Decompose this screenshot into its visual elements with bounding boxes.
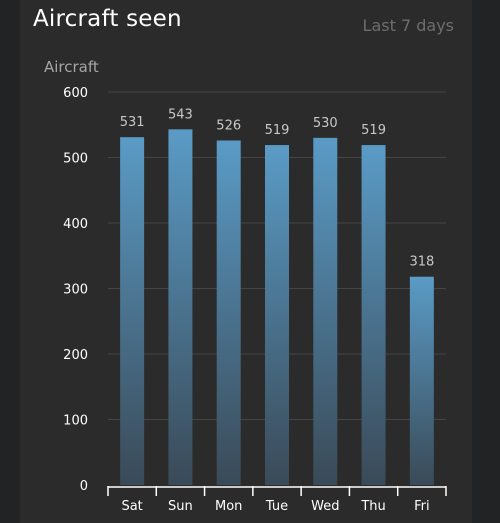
chart-card [20,0,472,523]
x-tick-label: Fri [414,499,430,514]
data-label: 526 [216,118,241,133]
y-axis-label: Aircraft [44,58,99,76]
x-axis-ticks: Sat Sun Mon Tue Wed Thu Fri [121,499,429,514]
y-tick-label: 0 [80,479,88,494]
data-label: 543 [168,107,193,122]
bar-thu[interactable] [361,145,386,485]
bar-mon[interactable] [216,140,241,485]
time-range-label[interactable]: Last 7 days [362,16,454,35]
x-tick-label: Tue [265,499,288,514]
bar-sun[interactable] [168,129,193,485]
data-label: 318 [409,255,434,270]
y-tick-label: 500 [63,152,88,167]
y-tick-label: 300 [63,283,88,298]
bar-fri[interactable] [409,276,434,485]
x-tick-label: Mon [215,499,242,514]
y-tick-label: 200 [63,348,88,363]
x-axis [107,486,447,496]
bar-sat[interactable] [120,137,145,485]
data-label: 531 [120,115,145,130]
y-tick-label: 100 [63,414,88,429]
x-tick-label: Sat [121,499,142,514]
x-tick-label: Thu [360,499,385,514]
data-label: 519 [265,123,290,138]
y-tick-label: 400 [63,217,88,232]
bar-wed[interactable] [313,137,338,485]
bar-tue[interactable] [265,145,289,485]
data-labels: 531 543 526 519 530 519 318 [120,107,435,269]
bars [120,129,434,485]
y-tick-label: 600 [63,86,88,101]
x-tick-label: Wed [311,499,339,514]
chart-title: Aircraft seen [33,6,182,32]
x-tick-label: Sun [168,499,193,514]
data-label: 530 [313,116,338,131]
y-axis-ticks: 0 100 200 300 400 500 600 [63,86,88,494]
data-label: 519 [361,123,386,138]
